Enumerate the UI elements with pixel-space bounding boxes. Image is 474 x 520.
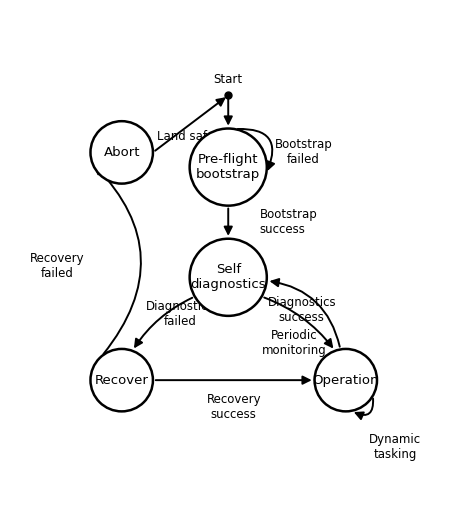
Circle shape (315, 349, 377, 411)
Text: Dynamic
tasking: Dynamic tasking (369, 433, 421, 461)
Text: Pre-flight
bootstrap: Pre-flight bootstrap (196, 153, 260, 181)
Circle shape (190, 239, 267, 316)
Text: Recover: Recover (95, 374, 149, 387)
Text: Diagnostics
failed: Diagnostics failed (146, 300, 215, 328)
Text: Bootstrap
failed: Bootstrap failed (274, 138, 332, 166)
Text: Diagnostics
success: Diagnostics success (267, 296, 336, 324)
Circle shape (91, 121, 153, 184)
Text: Self
diagnostics: Self diagnostics (191, 263, 266, 291)
Text: Land safely: Land safely (157, 130, 224, 143)
Text: Recovery
success: Recovery success (207, 393, 261, 421)
Circle shape (190, 128, 267, 206)
Text: Periodic
monitoring: Periodic monitoring (262, 329, 327, 357)
Text: Start: Start (214, 73, 243, 86)
Circle shape (91, 349, 153, 411)
Text: Operation: Operation (312, 374, 379, 387)
Text: Abort: Abort (103, 146, 140, 159)
Text: Bootstrap
success: Bootstrap success (259, 208, 317, 236)
Text: Recovery
failed: Recovery failed (30, 252, 85, 280)
